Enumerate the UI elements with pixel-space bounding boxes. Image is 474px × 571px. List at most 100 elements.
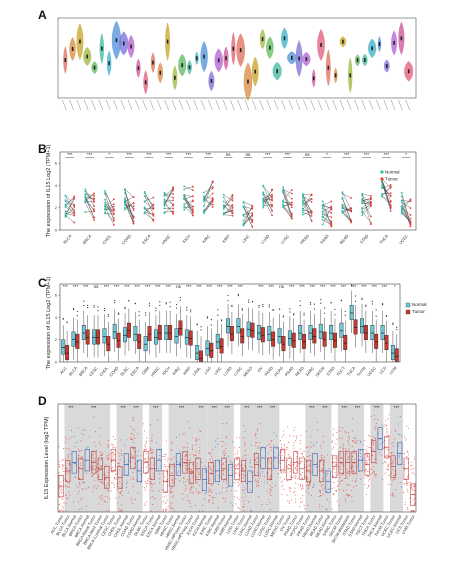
jitter-point: [279, 440, 281, 442]
normal-point: [400, 201, 403, 204]
shade-band: [129, 404, 143, 512]
sig-label: ***: [166, 152, 172, 157]
jitter-point: [386, 469, 388, 471]
jitter-point: [367, 485, 369, 488]
category-group: [162, 440, 169, 512]
jitter-point: [145, 453, 147, 455]
normal-point: [163, 193, 166, 196]
jitter-point: [338, 430, 340, 432]
jitter-point: [112, 447, 114, 449]
x-tick-label: LIHC: [241, 233, 251, 243]
jitter-point: [94, 460, 97, 462]
jitter-point: [335, 490, 338, 492]
jitter-point: [406, 507, 408, 509]
pair-line: [362, 199, 371, 205]
jitter-point: [406, 484, 408, 486]
jitter-point: [289, 435, 291, 437]
jitter-point: [79, 498, 81, 500]
normal-point: [143, 191, 146, 193]
jitter-point: [134, 437, 136, 439]
jitter-point: [237, 453, 239, 455]
jitter-point: [199, 450, 201, 452]
tumor-point: [192, 208, 194, 211]
normal-point: [262, 204, 265, 207]
normal-box: [71, 331, 76, 347]
x-tick-label: ACC: [59, 365, 68, 375]
tumor-point: [271, 214, 273, 217]
jitter-point: [366, 454, 368, 456]
jitter-point: [321, 506, 323, 508]
tumor-point: [409, 214, 412, 216]
jitter-point: [336, 438, 338, 440]
jitter-point: [256, 483, 258, 485]
sig-label: ***: [133, 405, 139, 410]
sig-label: ***: [186, 284, 192, 289]
jitter-point: [238, 479, 240, 481]
tumor-point: [132, 205, 135, 208]
tumor-outlier: [138, 311, 140, 313]
jitter-point: [84, 429, 86, 431]
jitter-point: [211, 455, 213, 457]
jitter-point: [302, 487, 304, 489]
jitter-point: [190, 479, 192, 481]
tumor-point: [409, 220, 412, 223]
jitter-point: [190, 468, 192, 470]
jitter-point: [306, 461, 308, 463]
violin-box: [342, 39, 344, 44]
x-tick-label: MESO: [242, 365, 253, 377]
jitter-point: [186, 449, 188, 451]
violin-box: [210, 78, 213, 83]
jitter-point: [105, 478, 107, 480]
jitter-point: [339, 466, 341, 468]
tumor-point: [271, 193, 273, 196]
normal-point: [222, 193, 225, 196]
jitter-point: [222, 470, 224, 472]
tick-stub: [310, 99, 315, 111]
jitter-point: [85, 505, 87, 507]
jitter-point: [392, 469, 394, 471]
pair-line: [184, 200, 193, 205]
jitter-point: [92, 453, 94, 455]
pair-line: [164, 192, 174, 206]
jitter-point: [61, 463, 63, 466]
shade-band: [194, 404, 208, 512]
jitter-point: [269, 501, 271, 504]
sig-label: ns: [279, 284, 285, 289]
pair-line: [85, 202, 95, 221]
tumor-point: [290, 217, 293, 220]
category-group: [174, 296, 183, 357]
jitter-point: [288, 488, 291, 490]
jitter-point: [175, 478, 177, 480]
jitter-point: [260, 475, 262, 477]
jitter-point: [65, 494, 67, 497]
pair-line: [401, 202, 411, 227]
category-group: [123, 299, 131, 356]
tumor-box: [126, 322, 131, 338]
tumor-point: [330, 216, 333, 219]
jitter-point: [385, 455, 387, 458]
jitter-point: [388, 483, 390, 485]
pair-line: [203, 198, 213, 212]
jitter-point: [167, 499, 169, 501]
tumor-point: [310, 215, 313, 217]
jitter-point: [231, 489, 233, 492]
jitter-point: [368, 478, 371, 480]
tumor-point: [251, 221, 254, 224]
x-tick-label: HNSC: [150, 365, 161, 377]
jitter-point: [287, 426, 289, 428]
jitter-point: [79, 451, 81, 453]
jitter-point: [66, 473, 68, 475]
jitter-point: [99, 435, 101, 437]
pair-line: [65, 204, 75, 213]
violin-box: [269, 45, 271, 50]
sig-label: ***: [361, 284, 367, 289]
jitter-point: [102, 453, 104, 455]
jitter-point: [120, 483, 122, 485]
tumor-outlier: [159, 301, 161, 303]
normal-box: [226, 318, 231, 334]
jitter-point: [270, 489, 272, 491]
normal-point: [203, 199, 205, 202]
jitter-point: [68, 483, 71, 485]
jitter-point: [257, 480, 259, 482]
jitter-point: [101, 482, 103, 484]
